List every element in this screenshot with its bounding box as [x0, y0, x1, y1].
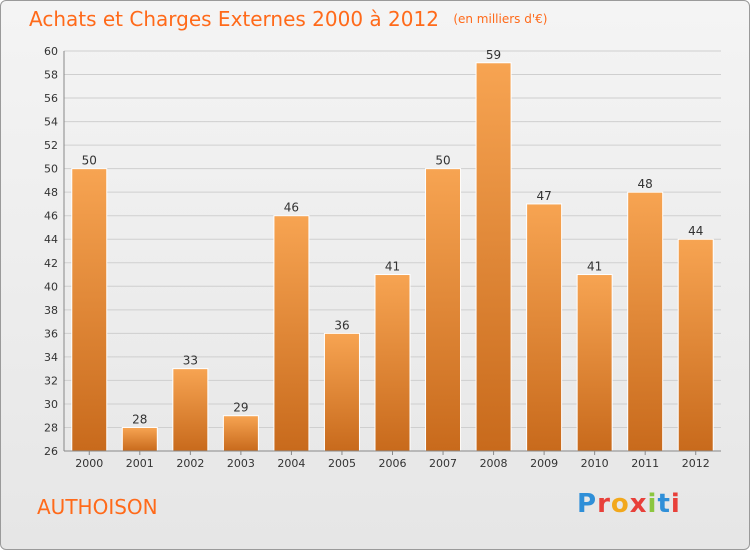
bar-2009 — [526, 203, 563, 452]
data-label-2005: 36 — [334, 318, 349, 332]
chart-title: Achats et Charges Externes 2000 à 2012 (… — [29, 7, 547, 31]
logo-letter: i — [647, 489, 658, 519]
x-tick-label: 2012 — [682, 457, 710, 470]
bar-2003 — [222, 415, 259, 452]
y-tick-label: 44 — [44, 233, 58, 246]
data-label-2001: 28 — [132, 412, 147, 426]
y-tick-label: 32 — [44, 374, 58, 387]
y-tick-label: 46 — [44, 210, 58, 223]
axes — [63, 51, 721, 455]
bar-2005 — [323, 332, 360, 452]
logo-letter: i — [670, 489, 681, 519]
y-tick-label: 28 — [44, 421, 58, 434]
data-label-2004: 46 — [284, 201, 299, 215]
logo-letter: P — [577, 489, 598, 519]
x-tick-labels: 2000 2001 2002 2003 2004 2005 2006 2007 2008 2009… — [75, 457, 709, 470]
data-label-2009: 47 — [536, 189, 551, 203]
chart-subtitle: (en milliers d'€) — [453, 12, 548, 26]
x-tick-label: 2000 — [75, 457, 103, 470]
bar-2004 — [273, 215, 310, 452]
data-label-2007: 50 — [435, 154, 450, 168]
y-tick-label: 50 — [44, 163, 58, 176]
y-tick-label: 42 — [44, 257, 58, 270]
data-label-2008: 59 — [486, 48, 501, 62]
y-tick-label: 48 — [44, 186, 58, 199]
y-tick-label: 52 — [44, 139, 58, 152]
x-tick-label: 2011 — [631, 457, 659, 470]
x-tick-label: 2007 — [429, 457, 457, 470]
data-label-2010: 41 — [587, 260, 602, 274]
bar-2000 — [71, 168, 108, 452]
bar-2011 — [627, 191, 664, 452]
logo-letter: r — [597, 489, 611, 519]
x-tick-label: 2004 — [277, 457, 305, 470]
data-labels: 50 28 33 29 46 36 41 50 59 47 41 48 44 — [82, 48, 704, 427]
y-tick-labels: 26 28 30 32 34 36 38 40 42 44 46 48 50 52 54 56 58 60 — [44, 45, 58, 458]
bar-2012 — [677, 238, 714, 452]
data-label-2011: 48 — [638, 177, 653, 191]
logo-letter: o — [610, 489, 630, 519]
data-label-2012: 44 — [688, 224, 703, 238]
commune-name: AUTHOISON — [37, 495, 158, 519]
x-tick-label: 2005 — [328, 457, 356, 470]
y-tick-label: 36 — [44, 327, 58, 340]
x-tick-label: 2002 — [176, 457, 204, 470]
y-tick-label: 60 — [44, 45, 58, 58]
bar-2010 — [576, 274, 613, 452]
x-tick-label: 2001 — [126, 457, 154, 470]
x-tick-label: 2006 — [379, 457, 407, 470]
y-tick-label: 34 — [44, 351, 58, 364]
y-tick-label: 56 — [44, 92, 58, 105]
y-tick-label: 38 — [44, 304, 58, 317]
bars — [71, 62, 714, 452]
bar-2002 — [172, 368, 209, 452]
data-label-2003: 29 — [233, 401, 248, 415]
y-tick-label: 40 — [44, 280, 58, 293]
x-tick-label: 2010 — [581, 457, 609, 470]
data-label-2000: 50 — [82, 154, 97, 168]
x-tick-label: 2009 — [530, 457, 558, 470]
y-tick-label: 58 — [44, 69, 58, 82]
proxiti-logo: Proxiti — [577, 489, 681, 519]
bar-2008 — [475, 62, 512, 452]
logo-letter: x — [629, 489, 648, 519]
data-label-2006: 41 — [385, 260, 400, 274]
chart-title-text: Achats et Charges Externes 2000 à 2012 — [29, 7, 439, 31]
y-tick-label: 54 — [44, 116, 58, 129]
bar-2001 — [121, 426, 158, 452]
y-tick-label: 30 — [44, 398, 58, 411]
bar-2007 — [425, 168, 462, 452]
x-tick-label: 2008 — [480, 457, 508, 470]
data-label-2002: 33 — [183, 354, 198, 368]
logo-letter: t — [657, 489, 671, 519]
y-tick-label: 26 — [44, 445, 58, 458]
x-tick-label: 2003 — [227, 457, 255, 470]
bar-2006 — [374, 274, 411, 452]
